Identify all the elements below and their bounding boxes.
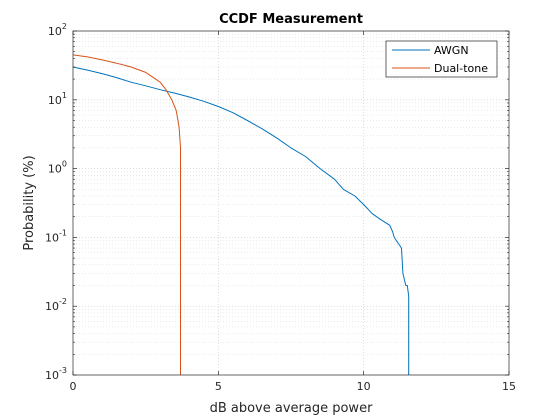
y-tick-label-exponent: -2 bbox=[59, 297, 67, 306]
x-tick-label: 15 bbox=[502, 380, 516, 393]
legend: AWGN Dual-tone bbox=[385, 40, 498, 78]
series-layer bbox=[72, 54, 410, 375]
y-tick-label-exponent: -1 bbox=[59, 228, 67, 237]
x-tick-label: 0 bbox=[70, 380, 77, 393]
legend-label-awgn: AWGN bbox=[434, 44, 469, 57]
chart-title: CCDF Measurement bbox=[219, 12, 363, 27]
ticks bbox=[72, 30, 510, 376]
plot-background bbox=[73, 31, 509, 375]
y-tick-label: 10-3 bbox=[45, 366, 67, 382]
plot-frame bbox=[72, 30, 510, 376]
y-tick-label: 101 bbox=[48, 91, 67, 107]
y-tick-label-exponent: 0 bbox=[62, 160, 67, 169]
y-tick-label: 10-1 bbox=[45, 228, 67, 244]
x-tick-labels: 0 5 10 15 bbox=[70, 380, 517, 393]
x-tick-label: 10 bbox=[357, 380, 371, 393]
series-line-dual-tone bbox=[72, 54, 181, 375]
y-tick-label-exponent: -3 bbox=[59, 366, 67, 375]
y-tick-label: 102 bbox=[48, 22, 67, 38]
legend-label-dual-tone: Dual-tone bbox=[434, 62, 488, 75]
y-axis-label: Probability (%) bbox=[22, 155, 37, 250]
x-axis-label: dB above average power bbox=[210, 401, 373, 416]
y-tick-label-base: 10 bbox=[45, 300, 59, 313]
y-tick-label-exponent: 2 bbox=[62, 22, 67, 31]
y-tick-label-base: 10 bbox=[45, 231, 59, 244]
grid bbox=[73, 31, 509, 375]
y-tick-label-base: 10 bbox=[48, 163, 62, 176]
y-tick-label-exponent: 1 bbox=[62, 91, 67, 100]
y-tick-label: 100 bbox=[48, 160, 67, 176]
x-tick-label: 5 bbox=[215, 380, 222, 393]
legend-box bbox=[385, 40, 498, 78]
series-line-awgn bbox=[72, 66, 410, 375]
y-tick-label-base: 10 bbox=[48, 94, 62, 107]
y-tick-label-base: 10 bbox=[48, 25, 62, 38]
y-tick-label-base: 10 bbox=[45, 369, 59, 382]
y-tick-label: 10-2 bbox=[45, 297, 67, 313]
